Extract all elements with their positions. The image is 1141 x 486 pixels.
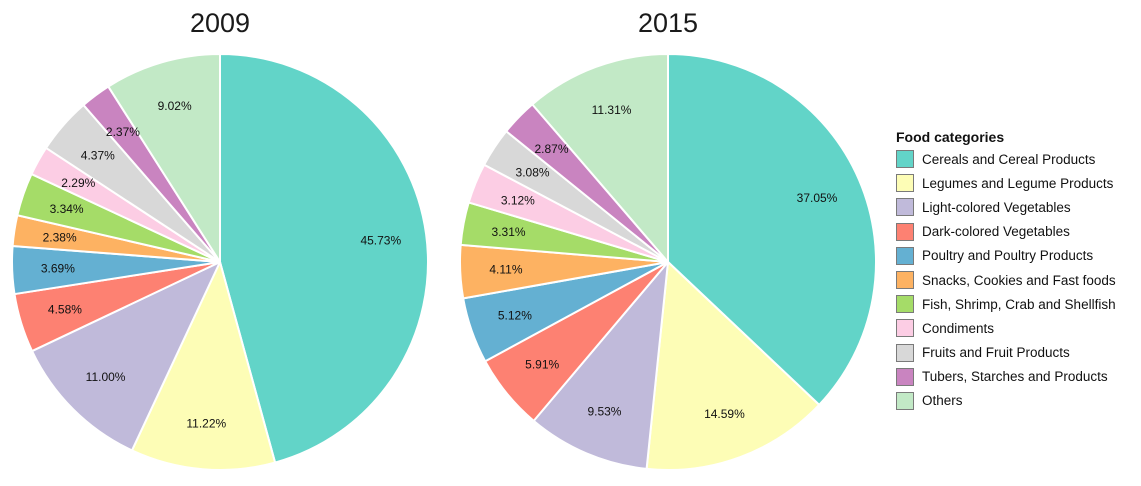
legend-label: Condiments	[922, 320, 995, 336]
slice-label-2015-others: 11.31%	[592, 103, 632, 117]
pie-slice-2015-light-colored-vegetables	[532, 261, 669, 470]
legend-item-light-colored-vegetables: Light-colored Vegetables	[896, 195, 1136, 219]
pie-slice-2015-legumes-and-legume-products	[645, 261, 821, 471]
slice-label-2015-light-colored-vegetables: 9.53%	[587, 404, 621, 418]
slice-label-2009-fruits-and-fruit-products: 4.37%	[81, 148, 115, 162]
slice-label-2015-condiments: 3.12%	[501, 194, 535, 208]
pie-chart-2015: 37.05% 14.59% 9.53% 5.91% 5.12% 4.11% 3.31% 3.1…	[459, 53, 877, 471]
pie-slice-2009-cereals-and-cereal-products	[219, 53, 429, 464]
legend-item-cereals-and-cereal-products: Cereals and Cereal Products	[896, 147, 1136, 171]
legend-item-legumes-and-legume-products: Legumes and Legume Products	[896, 171, 1136, 195]
slice-label-2009-dark-colored-vegetables: 4.58%	[48, 303, 82, 317]
slice-label-2009-fish-shrimp-crab-and-shellfish: 3.34%	[50, 202, 84, 216]
legend-label: Tubers, Starches and Products	[922, 369, 1108, 385]
slice-label-2009-others: 9.02%	[158, 99, 192, 113]
legend-label: Light-colored Vegetables	[922, 199, 1071, 215]
legend-swatch	[896, 174, 914, 193]
slice-label-2009-light-colored-vegetables: 11.00%	[86, 370, 126, 384]
legend: Food categories Cereals and Cereal Produ…	[896, 127, 1136, 413]
legend-swatch	[896, 222, 914, 241]
legend-label: Fish, Shrimp, Crab and Shellfish	[922, 296, 1116, 312]
legend-items: Cereals and Cereal Products Legumes and L…	[896, 147, 1136, 413]
chart-title-2015: 2015	[638, 8, 698, 38]
legend-swatch	[896, 391, 914, 410]
pie-slice-2009-light-colored-vegetables	[31, 261, 221, 452]
pie-chart-2009: 45.73% 11.22% 11.00% 4.58% 3.69% 2.38% 3.34% 2.…	[11, 53, 429, 471]
legend-label: Snacks, Cookies and Fast foods	[922, 272, 1116, 288]
pie-slice-2009-others	[107, 53, 221, 263]
legend-swatch	[896, 367, 914, 386]
slice-label-2009-tubers-starches-and-products: 2.37%	[106, 125, 140, 139]
slice-label-2009-cereals-and-cereal-products: 45.73%	[360, 233, 401, 247]
slice-label-2015-poultry-and-poultry-products: 5.12%	[498, 309, 532, 323]
slice-label-2009-snacks-cookies-and-fast-foods: 2.38%	[43, 230, 77, 244]
slice-label-2009-condiments: 2.29%	[61, 176, 95, 190]
slice-label-2015-dark-colored-vegetables: 5.91%	[525, 357, 559, 371]
legend-label: Fruits and Fruit Products	[922, 345, 1070, 361]
slice-label-2015-snacks-cookies-and-fast-foods: 4.11%	[489, 263, 522, 277]
pie-slice-2009-legumes-and-legume-products	[130, 261, 277, 471]
slice-label-2015-legumes-and-legume-products: 14.59%	[704, 407, 745, 421]
legend-swatch	[896, 246, 914, 265]
legend-item-fish-shrimp-crab-and-shellfish: Fish, Shrimp, Crab and Shellfish	[896, 292, 1136, 316]
legend-label: Legumes and Legume Products	[922, 175, 1114, 191]
legend-item-condiments: Condiments	[896, 316, 1136, 340]
legend-swatch	[896, 343, 914, 362]
legend-item-tubers-starches-and-products: Tubers, Starches and Products	[896, 365, 1136, 389]
slice-label-2015-fish-shrimp-crab-and-shellfish: 3.31%	[492, 225, 526, 239]
legend-swatch	[896, 150, 914, 169]
legend-swatch	[896, 271, 914, 290]
legend-label: Dark-colored Vegetables	[922, 224, 1070, 240]
legend-swatch	[896, 198, 914, 217]
pie-slice-2015-others	[531, 53, 669, 263]
slice-label-2009-legumes-and-legume-products: 11.22%	[186, 417, 226, 431]
pie-slice-2015-cereals-and-cereal-products	[667, 53, 877, 406]
legend-item-snacks-cookies-and-fast-foods: Snacks, Cookies and Fast foods	[896, 268, 1136, 292]
slice-label-2015-tubers-starches-and-products: 2.87%	[535, 142, 569, 156]
legend-item-fruits-and-fruit-products: Fruits and Fruit Products	[896, 341, 1136, 365]
legend-label: Poultry and Poultry Products	[922, 248, 1094, 264]
legend-swatch	[896, 319, 914, 338]
slice-label-2009-poultry-and-poultry-products: 3.69%	[41, 261, 75, 275]
legend-label: Others	[922, 393, 963, 409]
legend-swatch	[896, 295, 914, 314]
slice-label-2015-cereals-and-cereal-products: 37.05%	[797, 191, 838, 205]
legend-item-dark-colored-vegetables: Dark-colored Vegetables	[896, 220, 1136, 244]
chart-title-2009: 2009	[190, 8, 250, 38]
legend-title: Food categories	[896, 129, 1005, 145]
legend-item-others: Others	[896, 389, 1136, 413]
slice-label-2015-fruits-and-fruit-products: 3.08%	[516, 166, 550, 180]
legend-label: Cereals and Cereal Products	[922, 151, 1096, 167]
legend-item-poultry-and-poultry-products: Poultry and Poultry Products	[896, 244, 1136, 268]
